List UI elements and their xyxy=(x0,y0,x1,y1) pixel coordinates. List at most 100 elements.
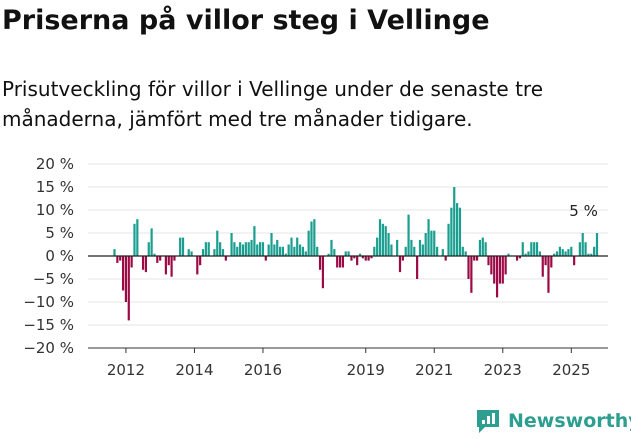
bar xyxy=(424,233,427,256)
bar xyxy=(336,256,339,268)
bar xyxy=(461,246,464,256)
bar xyxy=(538,251,541,256)
x-axis: 2012 2014 2016 2019 2021 2023 2025 xyxy=(88,347,608,379)
bar xyxy=(456,203,459,256)
bar xyxy=(356,256,359,266)
bar xyxy=(464,251,467,256)
bar xyxy=(187,249,190,256)
bar xyxy=(304,251,307,256)
y-tick-label: −5 % xyxy=(33,270,74,288)
y-tick-label: −10 % xyxy=(23,293,74,311)
newsworthy-logo-icon xyxy=(477,410,499,433)
bar xyxy=(213,249,216,256)
bar xyxy=(376,237,379,256)
y-axis-labels: 20 % 15 % 10 % 5 % 0 % −5 % −10 % −15 % −20 % xyxy=(23,155,74,357)
bar xyxy=(241,244,245,256)
bar xyxy=(535,242,539,256)
bar xyxy=(321,256,325,289)
bar xyxy=(573,256,576,266)
bar xyxy=(484,242,487,256)
bar xyxy=(458,207,462,256)
bar xyxy=(287,244,290,256)
bar xyxy=(301,246,305,256)
y-tick-label: 5 % xyxy=(45,224,74,242)
bar xyxy=(447,223,450,256)
x-tick-label: 2021 xyxy=(415,361,453,379)
bar xyxy=(418,239,422,256)
bar xyxy=(136,219,139,256)
bar xyxy=(595,233,599,256)
bar xyxy=(370,256,373,259)
annotation-label: 5 % xyxy=(569,202,598,220)
gridlines xyxy=(88,163,608,349)
bar xyxy=(578,242,581,256)
bar xyxy=(487,256,490,266)
bar xyxy=(518,256,522,259)
bar xyxy=(221,249,225,256)
bar xyxy=(507,253,510,256)
bar xyxy=(381,223,384,256)
bar xyxy=(170,256,173,277)
bar xyxy=(313,219,316,256)
x-tick-label: 2012 xyxy=(107,361,145,379)
bar xyxy=(159,256,162,261)
bar xyxy=(504,256,507,275)
bar xyxy=(338,256,342,268)
x-tick-label: 2016 xyxy=(244,361,282,379)
bar xyxy=(344,251,347,256)
x-tick-label: 2014 xyxy=(175,361,213,379)
bar xyxy=(144,256,148,273)
bar xyxy=(224,256,227,261)
bar xyxy=(284,253,287,256)
bar-chart: 20 % 15 % 10 % 5 % 0 % −5 % −10 % −15 % −20 % 20… xyxy=(23,155,608,379)
bar xyxy=(261,242,265,256)
bar xyxy=(318,256,322,270)
bar xyxy=(179,237,182,256)
bar xyxy=(490,256,493,275)
bar xyxy=(547,256,550,293)
bar xyxy=(478,239,482,256)
bar xyxy=(524,253,527,256)
bar xyxy=(410,239,413,256)
bar xyxy=(290,237,293,256)
bar xyxy=(587,253,590,256)
bar xyxy=(273,244,276,256)
bar xyxy=(533,242,536,256)
bar xyxy=(330,239,333,256)
bar xyxy=(416,256,419,279)
bar xyxy=(121,256,125,291)
bar xyxy=(453,187,456,256)
bar xyxy=(401,256,404,261)
bar xyxy=(113,249,116,256)
bar xyxy=(421,244,424,256)
bar xyxy=(298,244,302,256)
bar xyxy=(181,237,185,256)
x-tick-label: 2025 xyxy=(552,361,590,379)
bar xyxy=(264,256,267,261)
y-tick-label: 10 % xyxy=(36,201,74,219)
bar xyxy=(133,223,136,256)
bar xyxy=(467,256,470,279)
y-tick-label: −20 % xyxy=(23,339,74,357)
bar xyxy=(310,221,313,256)
bar xyxy=(333,249,336,256)
bar xyxy=(373,246,376,256)
bar xyxy=(544,256,547,266)
bar xyxy=(430,230,433,256)
bar xyxy=(201,249,205,256)
x-tick-label: 2019 xyxy=(347,361,385,379)
bar xyxy=(570,246,573,256)
bar xyxy=(233,242,236,256)
bar xyxy=(116,256,119,263)
bar xyxy=(367,256,370,261)
bar xyxy=(199,256,202,266)
bar xyxy=(553,253,556,256)
bar xyxy=(495,256,499,298)
bar xyxy=(450,207,453,256)
bar xyxy=(247,242,250,256)
bar xyxy=(473,256,476,261)
bar xyxy=(347,251,350,256)
bar xyxy=(207,242,210,256)
bar xyxy=(390,244,393,256)
bar xyxy=(204,242,207,256)
